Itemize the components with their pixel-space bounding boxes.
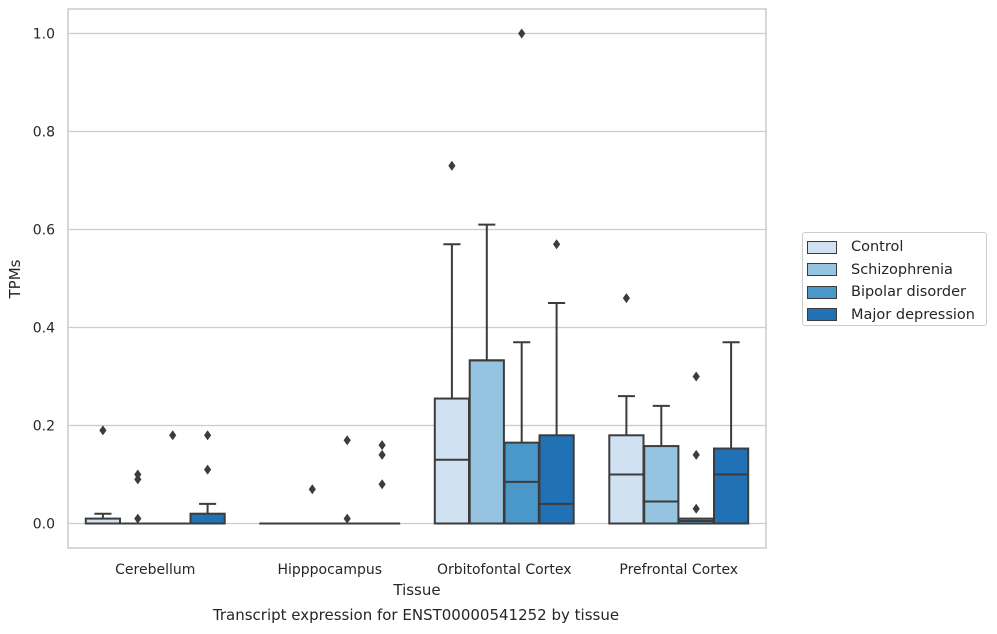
outlier-point <box>134 474 142 485</box>
y-tick-label: 0.6 <box>33 223 55 239</box>
box <box>468 359 505 525</box>
outlier-point <box>622 293 630 304</box>
legend-swatch <box>807 240 837 254</box>
legend-label: Schizophrenia <box>851 261 953 278</box>
box-major-depression <box>189 430 226 525</box>
box-schizophrenia <box>119 469 156 525</box>
legend-label: Major depression <box>851 306 975 323</box>
outlier-point <box>448 160 456 171</box>
outlier-point <box>692 449 700 460</box>
y-tick-label: 0.4 <box>33 321 55 337</box>
x-tick-label: Orbitofontal Cortex <box>437 562 572 578</box>
box <box>538 434 575 525</box>
legend-swatch <box>807 308 837 322</box>
box-schizophrenia <box>294 484 331 525</box>
box <box>433 397 471 525</box>
legend: Control Schizophrenia Bipolar disorder Majo… <box>802 232 987 326</box>
y-axis-ticks: 0.0 0.2 0.4 0.6 0.8 1.0 <box>33 27 55 533</box>
x-tick-label: Cerebellum <box>115 562 195 578</box>
legend-item: Bipolar disorder <box>807 281 986 304</box>
outlier-point <box>692 371 700 382</box>
legend-item: Control <box>807 236 986 259</box>
outlier-point <box>99 425 107 436</box>
x-tick-label: Prefrontal Cortex <box>619 562 738 578</box>
box-schizophrenia <box>643 404 680 525</box>
outlier-point <box>553 239 561 250</box>
box-major-depression <box>538 239 575 525</box>
y-tick-label: 0.0 <box>33 517 55 533</box>
outlier-point <box>378 440 386 451</box>
outlier-point <box>378 479 386 490</box>
box <box>608 434 645 525</box>
outlier-point <box>134 513 142 524</box>
legend-item: Schizophrenia <box>807 259 986 282</box>
legend-label: Control <box>851 239 904 256</box>
outlier-point <box>204 464 212 475</box>
x-axis-label: Tissue <box>392 581 440 599</box>
plot-frame <box>67 8 767 549</box>
box-bipolar-disorder <box>503 28 540 525</box>
outlier-point <box>692 503 700 514</box>
outlier-point <box>518 28 526 39</box>
box-control <box>608 293 645 525</box>
x-tick-label: Hipppocampus <box>277 562 382 578</box>
x-axis-ticks: Cerebellum Hipppocampus Orbitofontal Corte… <box>115 562 738 578</box>
box-major-depression <box>712 341 750 525</box>
y-tick-label: 0.8 <box>33 125 55 141</box>
outlier-point <box>204 430 212 441</box>
box-bipolar-disorder <box>329 435 366 525</box>
legend-swatch <box>807 263 837 277</box>
box <box>643 445 680 525</box>
outlier-point <box>343 435 351 446</box>
box-bipolar-disorder <box>678 371 715 525</box>
outlier-point <box>378 449 386 460</box>
chart-caption: Transcript expression for ENST0000054125… <box>212 606 620 624</box>
box-major-depression <box>363 440 401 525</box>
box-bipolar-disorder <box>154 430 191 525</box>
box <box>503 441 540 525</box>
outlier-point <box>169 430 177 441</box>
outlier-point <box>308 484 316 495</box>
legend-label: Bipolar disorder <box>851 284 966 301</box>
box-schizophrenia <box>468 223 505 525</box>
box-plot-marks <box>84 28 750 525</box>
y-tick-label: 0.2 <box>33 419 55 435</box>
y-axis-label: TPMs <box>6 259 24 299</box>
legend-item: Major depression <box>807 304 986 327</box>
box <box>189 512 226 525</box>
outlier-point <box>343 513 351 524</box>
box <box>712 447 750 525</box>
box-control <box>433 160 471 525</box>
y-tick-label: 1.0 <box>33 27 55 43</box>
legend-swatch <box>807 285 837 299</box>
box-control <box>84 425 122 525</box>
